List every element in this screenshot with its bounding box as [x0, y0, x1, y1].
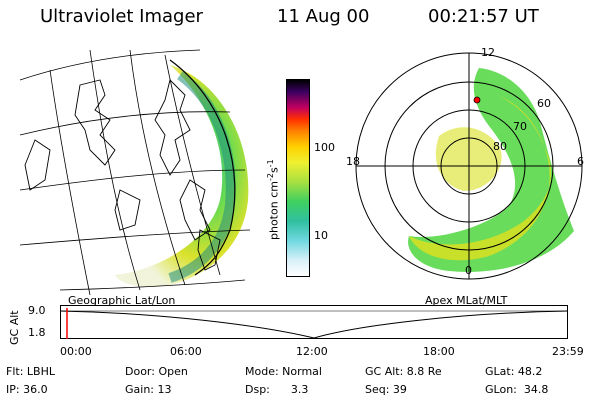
- mlat-label-70: 70: [513, 120, 527, 133]
- info-gc-alt: GC Alt: 8.8 Re: [365, 365, 442, 378]
- info-dsp: Dsp: 3.3: [245, 383, 309, 396]
- ytick-9: 9.0: [28, 304, 46, 317]
- colorbar-tick-100: 100: [314, 141, 335, 154]
- mlt-label-18: 18: [346, 155, 360, 168]
- mlat-label-60: 60: [537, 97, 551, 110]
- geographic-map: [19, 49, 251, 296]
- altitude-plot: [59, 305, 569, 339]
- info-door: Door: Open: [125, 365, 188, 378]
- xtick-1800: 18:00: [423, 345, 455, 358]
- colorbar-units-label: photon cm-2s-1: [266, 159, 281, 240]
- info-flt: Flt: LBHL: [6, 365, 55, 378]
- earth-limb: [169, 59, 236, 276]
- apex-label: Apex MLat/MLT: [425, 294, 508, 307]
- mlt-label-6: 6: [577, 155, 584, 168]
- altitude-curve: [59, 310, 569, 339]
- colorbar-tick-10: 10: [314, 229, 328, 242]
- info-gain: Gain: 13: [125, 383, 172, 396]
- xtick-2359: 23:59: [552, 345, 584, 358]
- ytick-1-8: 1.8: [28, 326, 46, 339]
- polar-plot: [355, 52, 583, 280]
- colorbar: [286, 79, 310, 277]
- info-mode: Mode: Normal: [245, 365, 322, 378]
- info-ip: IP: 36.0: [6, 383, 48, 396]
- altitude-ylabel: GC Alt: [8, 310, 21, 345]
- mlat-label-80: 80: [493, 140, 507, 153]
- xtick-0000: 00:00: [60, 345, 92, 358]
- xtick-0600: 06:00: [170, 345, 202, 358]
- geographic-label: Geographic Lat/Lon: [68, 294, 176, 307]
- instrument-title: Ultraviolet Imager: [40, 6, 203, 27]
- xtick-1200: 12:00: [296, 345, 328, 358]
- mlt-label-0: 0: [465, 264, 472, 277]
- time-label: 00:21:57 UT: [428, 6, 539, 27]
- spacecraft-marker: [473, 96, 481, 104]
- info-glon: GLon: 34.8: [485, 383, 549, 396]
- mlt-label-12: 12: [481, 46, 495, 59]
- info-glat: GLat: 48.2: [485, 365, 543, 378]
- info-seq: Seq: 39: [365, 383, 407, 396]
- date-label: 11 Aug 00: [277, 6, 370, 27]
